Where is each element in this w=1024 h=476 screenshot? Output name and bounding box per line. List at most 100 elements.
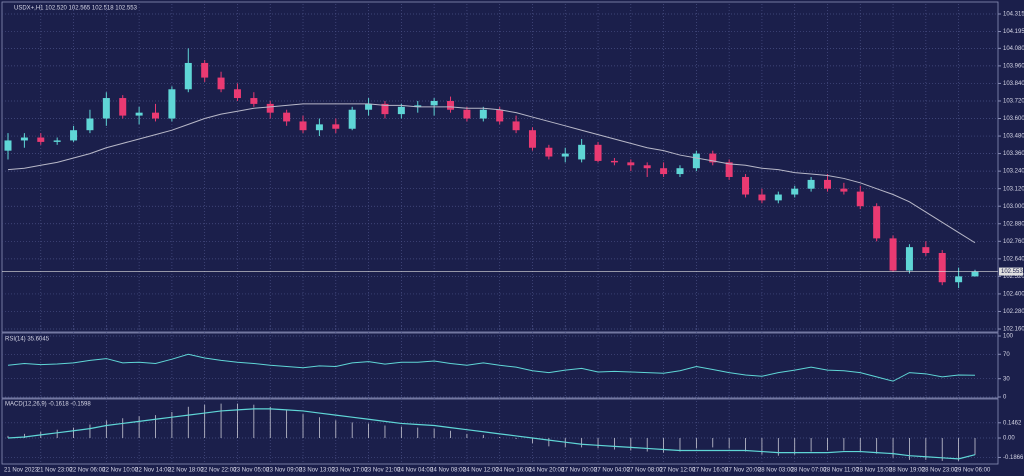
candle-body: [627, 162, 635, 166]
candle-body: [643, 165, 651, 169]
candle-body: [938, 252, 946, 283]
y-tick-label: 102.760: [1003, 239, 1024, 245]
candle-body: [70, 130, 78, 141]
x-tick-label: 23 Nov 17:00: [332, 468, 368, 474]
candle-body: [496, 109, 504, 122]
y-tick-label: 0: [1003, 395, 1007, 401]
x-tick-label: 22 Nov 06:00: [70, 468, 106, 474]
candle-body: [37, 137, 45, 142]
y-tick-label: 30: [1003, 376, 1010, 382]
rsi-line: [7, 353, 976, 382]
candle-body: [430, 100, 438, 106]
y-tick-label: 100: [1003, 334, 1014, 340]
candle-body: [233, 89, 241, 99]
y-tick-label: 103.000: [1003, 204, 1024, 210]
x-tick-label: 22 Nov 14:00: [135, 468, 171, 474]
y-tick-label: 103.840: [1003, 81, 1024, 87]
candle-body: [692, 153, 700, 169]
candle-body: [4, 140, 12, 151]
candle-body: [365, 103, 373, 110]
candle-body: [660, 168, 668, 175]
y-tick-label: 103.240: [1003, 169, 1024, 175]
candle-body: [676, 168, 684, 175]
candle-body: [381, 103, 389, 115]
candle-body: [266, 103, 274, 113]
candle-body: [86, 118, 94, 131]
x-tick-label: 22 Nov 22:00: [201, 468, 237, 474]
candle-body: [53, 140, 61, 142]
candle-body: [332, 124, 340, 129]
rsi-title: RSI(14) 35.6045: [5, 337, 50, 343]
candle-body: [856, 191, 864, 207]
y-tick-label: 102.880: [1003, 221, 1024, 227]
x-tick-label: 28 Nov 23:00: [922, 468, 958, 474]
x-tick-label: 27 Nov 16:00: [692, 468, 728, 474]
candle-body: [971, 271, 979, 277]
y-tick-label: 104.195: [1003, 29, 1024, 35]
macd-signal-line: [7, 408, 976, 460]
candle-body: [528, 130, 536, 148]
y-tick-label: 102.160: [1003, 327, 1024, 333]
candle-body: [217, 77, 225, 90]
x-tick-label: 27 Nov 04:00: [594, 468, 630, 474]
candle-body: [905, 247, 913, 271]
candle-body: [873, 206, 881, 239]
current-price-label: 102.553: [1001, 269, 1023, 275]
x-tick-label: 21 Nov 23:00: [37, 468, 73, 474]
y-tick-label: 102.280: [1003, 309, 1024, 315]
candle-body: [119, 98, 127, 116]
x-tick-label: 22 Nov 18:00: [168, 468, 204, 474]
x-tick-label: 27 Nov 20:00: [725, 468, 761, 474]
y-tick-label: 103.600: [1003, 116, 1024, 122]
x-tick-label: 22 Nov 10:00: [102, 468, 138, 474]
x-tick-label: 24 Nov 12:00: [463, 468, 499, 474]
x-tick-label: 28 Nov 03:00: [758, 468, 794, 474]
current-price-box: [999, 267, 1023, 276]
candle-body: [610, 160, 618, 163]
x-tick-label: 24 Nov 16:00: [496, 468, 532, 474]
x-tick-label: 28 Nov 11:00: [823, 468, 859, 474]
x-tick-label: 28 Nov 15:00: [856, 468, 892, 474]
price-title: USDX+,H1 102.520 102.565 102.518 102.553: [14, 6, 138, 12]
candle-body: [20, 137, 28, 141]
y-tick-label: 102.520: [1003, 274, 1024, 280]
x-tick-label: 23 Nov 21:00: [365, 468, 401, 474]
candle-body: [299, 121, 307, 131]
candle-body: [463, 109, 471, 119]
candle-body: [512, 121, 520, 131]
candle-body: [168, 89, 176, 119]
candle-body: [152, 112, 160, 119]
y-tick-label: 70: [1003, 352, 1010, 358]
candle-body: [315, 124, 323, 131]
candle-body: [102, 98, 110, 119]
candle-body: [348, 109, 356, 129]
candle-body: [791, 188, 799, 195]
y-tick-label: 103.120: [1003, 186, 1024, 192]
x-tick-label: 28 Nov 07:00: [791, 468, 827, 474]
y-tick-label: 0.1462: [1003, 420, 1022, 426]
x-tick-label: 23 Nov 13:00: [299, 468, 335, 474]
y-tick-label: 0.00: [1003, 436, 1015, 442]
x-tick-label: 29 Nov 06:00: [955, 468, 991, 474]
y-tick-label: 104.315: [1003, 12, 1024, 18]
candle-body: [922, 247, 930, 253]
candle-body: [561, 153, 569, 157]
candle-body: [709, 153, 717, 163]
candle-body: [479, 109, 487, 119]
candle-body: [742, 176, 750, 195]
candle-body: [283, 112, 291, 122]
y-tick-label: 103.960: [1003, 63, 1024, 69]
candle-body: [397, 106, 405, 115]
x-tick-label: 24 Nov 20:00: [528, 468, 564, 474]
candle-body: [201, 62, 209, 78]
y-tick-label: 103.480: [1003, 134, 1024, 140]
candle-body: [447, 100, 455, 110]
candle-body: [725, 162, 733, 177]
candle-body: [840, 188, 848, 192]
y-tick-label: 103.360: [1003, 151, 1024, 157]
candle-body: [955, 276, 963, 283]
macd-title: MACD(12,26,9) -0.1618 -0.1598: [5, 402, 91, 408]
